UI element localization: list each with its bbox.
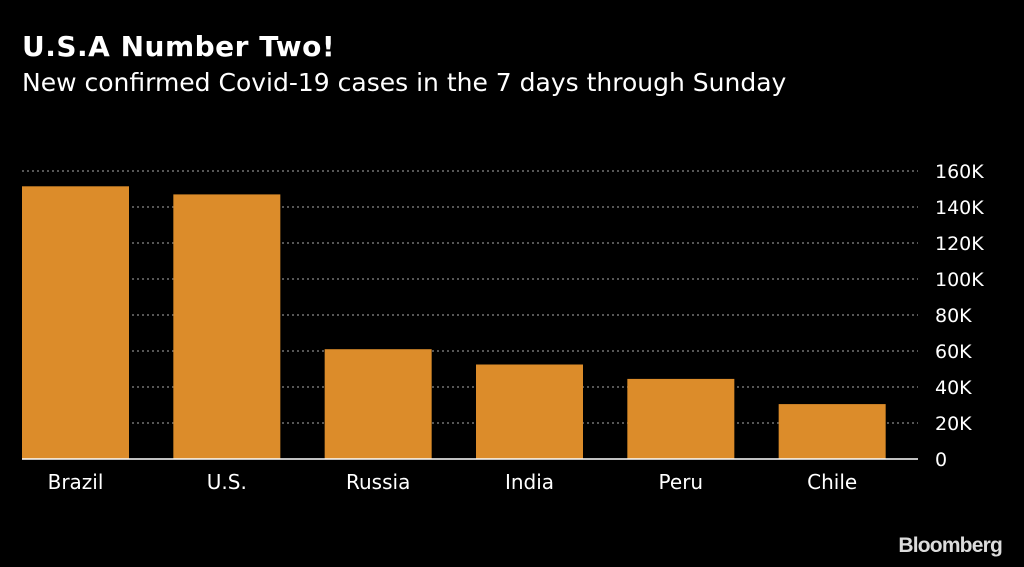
bar bbox=[778, 404, 886, 459]
bar bbox=[173, 194, 281, 459]
y-tick-label: 140K bbox=[935, 197, 984, 219]
x-tick-label: Peru bbox=[659, 470, 704, 494]
y-axis-tick-labels: 0 20K 40K 60K 80K 100K 120K 140K 160K bbox=[935, 161, 984, 471]
bloomberg-logo: Bloomberg bbox=[898, 534, 1002, 557]
y-tick-label: 60K bbox=[935, 341, 972, 363]
x-tick-label: Brazil bbox=[48, 470, 104, 494]
y-tick-label: 120K bbox=[935, 233, 984, 255]
y-tick-label: 80K bbox=[935, 305, 972, 327]
y-tick-label: 20K bbox=[935, 413, 972, 435]
gridlines bbox=[22, 170, 918, 424]
y-tick-label: 0 bbox=[935, 449, 947, 471]
y-tick-label: 40K bbox=[935, 377, 972, 399]
chart-subtitle: New confirmed Covid-19 cases in the 7 da… bbox=[22, 68, 787, 97]
x-tick-label: Russia bbox=[346, 470, 410, 494]
bars bbox=[22, 186, 886, 460]
x-tick-label: U.S. bbox=[207, 470, 247, 494]
y-tick-label: 160K bbox=[935, 161, 984, 183]
bar bbox=[324, 349, 432, 459]
chart-title: U.S.A Number Two! bbox=[22, 30, 336, 63]
x-tick-label: Chile bbox=[807, 470, 857, 494]
bar bbox=[627, 378, 735, 459]
x-tick-label: India bbox=[505, 470, 554, 494]
y-tick-label: 100K bbox=[935, 269, 984, 291]
x-axis-tick-labels: Brazil U.S. Russia India Peru Chile bbox=[48, 470, 858, 494]
bar bbox=[476, 364, 583, 459]
bar bbox=[22, 186, 129, 460]
